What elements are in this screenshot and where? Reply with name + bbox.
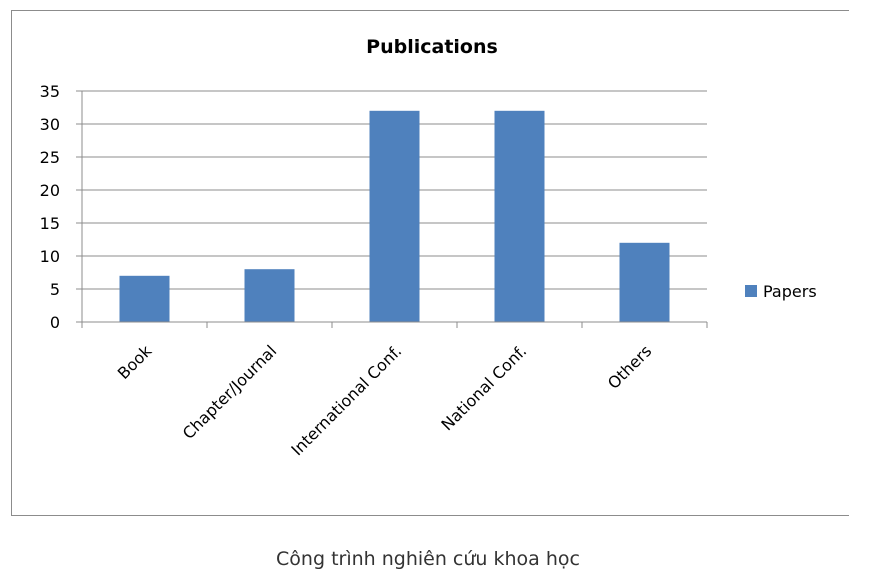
x-tick-label: Book (114, 341, 156, 383)
y-tick-label: 30 (40, 115, 60, 134)
y-tick-label: 5 (50, 280, 60, 299)
y-tick-label: 0 (50, 313, 60, 332)
chart-title: Publications (366, 36, 498, 58)
y-tick-label: 10 (40, 247, 60, 266)
axes (76, 90, 708, 328)
bar (244, 269, 295, 322)
bar (619, 242, 670, 322)
legend-label: Papers (763, 282, 817, 301)
x-tick-labels: Book Chapter/Journal International Conf. Na… (114, 341, 656, 460)
x-tick-label: National Conf. (437, 341, 530, 434)
chart-frame (11, 10, 849, 516)
y-tick-label: 15 (40, 214, 60, 233)
legend-swatch (745, 285, 757, 297)
x-tick-label: International Conf. (287, 341, 405, 459)
bar (369, 110, 420, 322)
y-tick-label: 25 (40, 148, 60, 167)
bar (119, 275, 170, 322)
legend: Papers (745, 282, 817, 301)
bars (119, 110, 670, 322)
y-tick-labels: 0 5 10 15 20 25 30 35 (40, 82, 60, 332)
figure-caption: Công trình nghiên cứu khoa học (276, 548, 580, 570)
x-tick-label: Others (604, 341, 655, 392)
y-tick-label: 35 (40, 82, 60, 101)
x-tick-label: Chapter/Journal (179, 341, 281, 443)
y-tick-label: 20 (40, 181, 60, 200)
bar-chart: Publications 0 5 10 15 20 25 30 35 Book Chapter/… (40, 36, 817, 460)
bar (494, 110, 545, 322)
